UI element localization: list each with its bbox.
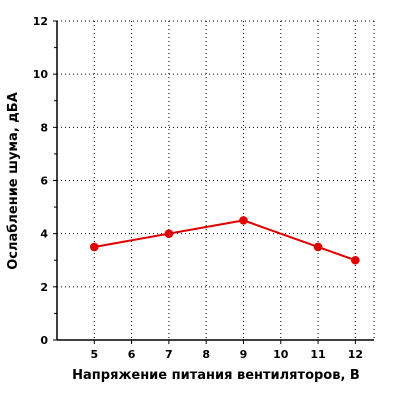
x-tick-label: 7 — [165, 348, 173, 361]
data-point — [239, 216, 248, 225]
y-tick-label: 0 — [40, 334, 48, 347]
data-series — [89, 216, 360, 265]
data-point — [164, 229, 174, 238]
y-tick-label: 8 — [40, 121, 48, 134]
tick-labels: 5 6 7 8 9 10 11 12 0 2 4 6 8 10 12 — [33, 15, 363, 361]
x-tick-label: 5 — [90, 348, 98, 361]
x-tick-label: 12 — [348, 348, 363, 361]
y-axis-title: Ослабление шума, дБА — [6, 92, 21, 270]
y-tick-label: 10 — [33, 68, 49, 81]
x-tick-label: 9 — [240, 348, 248, 361]
y-tick-label: 2 — [40, 281, 48, 294]
x-tick-label: 10 — [273, 348, 289, 361]
x-tick-label: 6 — [128, 348, 136, 361]
y-tick-label: 4 — [40, 228, 48, 241]
data-point — [313, 242, 323, 252]
y-tick-label: 12 — [33, 15, 48, 28]
x-tick-label: 11 — [310, 348, 325, 361]
grid-lines — [57, 20, 375, 340]
x-tick-label: 8 — [202, 348, 210, 361]
x-axis-title: Напряжение питания вентиляторов, В — [72, 368, 360, 383]
data-point — [351, 255, 360, 265]
data-point — [89, 242, 99, 252]
series-line — [94, 219, 356, 262]
y-tick-label: 6 — [40, 175, 48, 188]
axes — [56, 21, 374, 341]
axis-ticks — [53, 20, 356, 344]
